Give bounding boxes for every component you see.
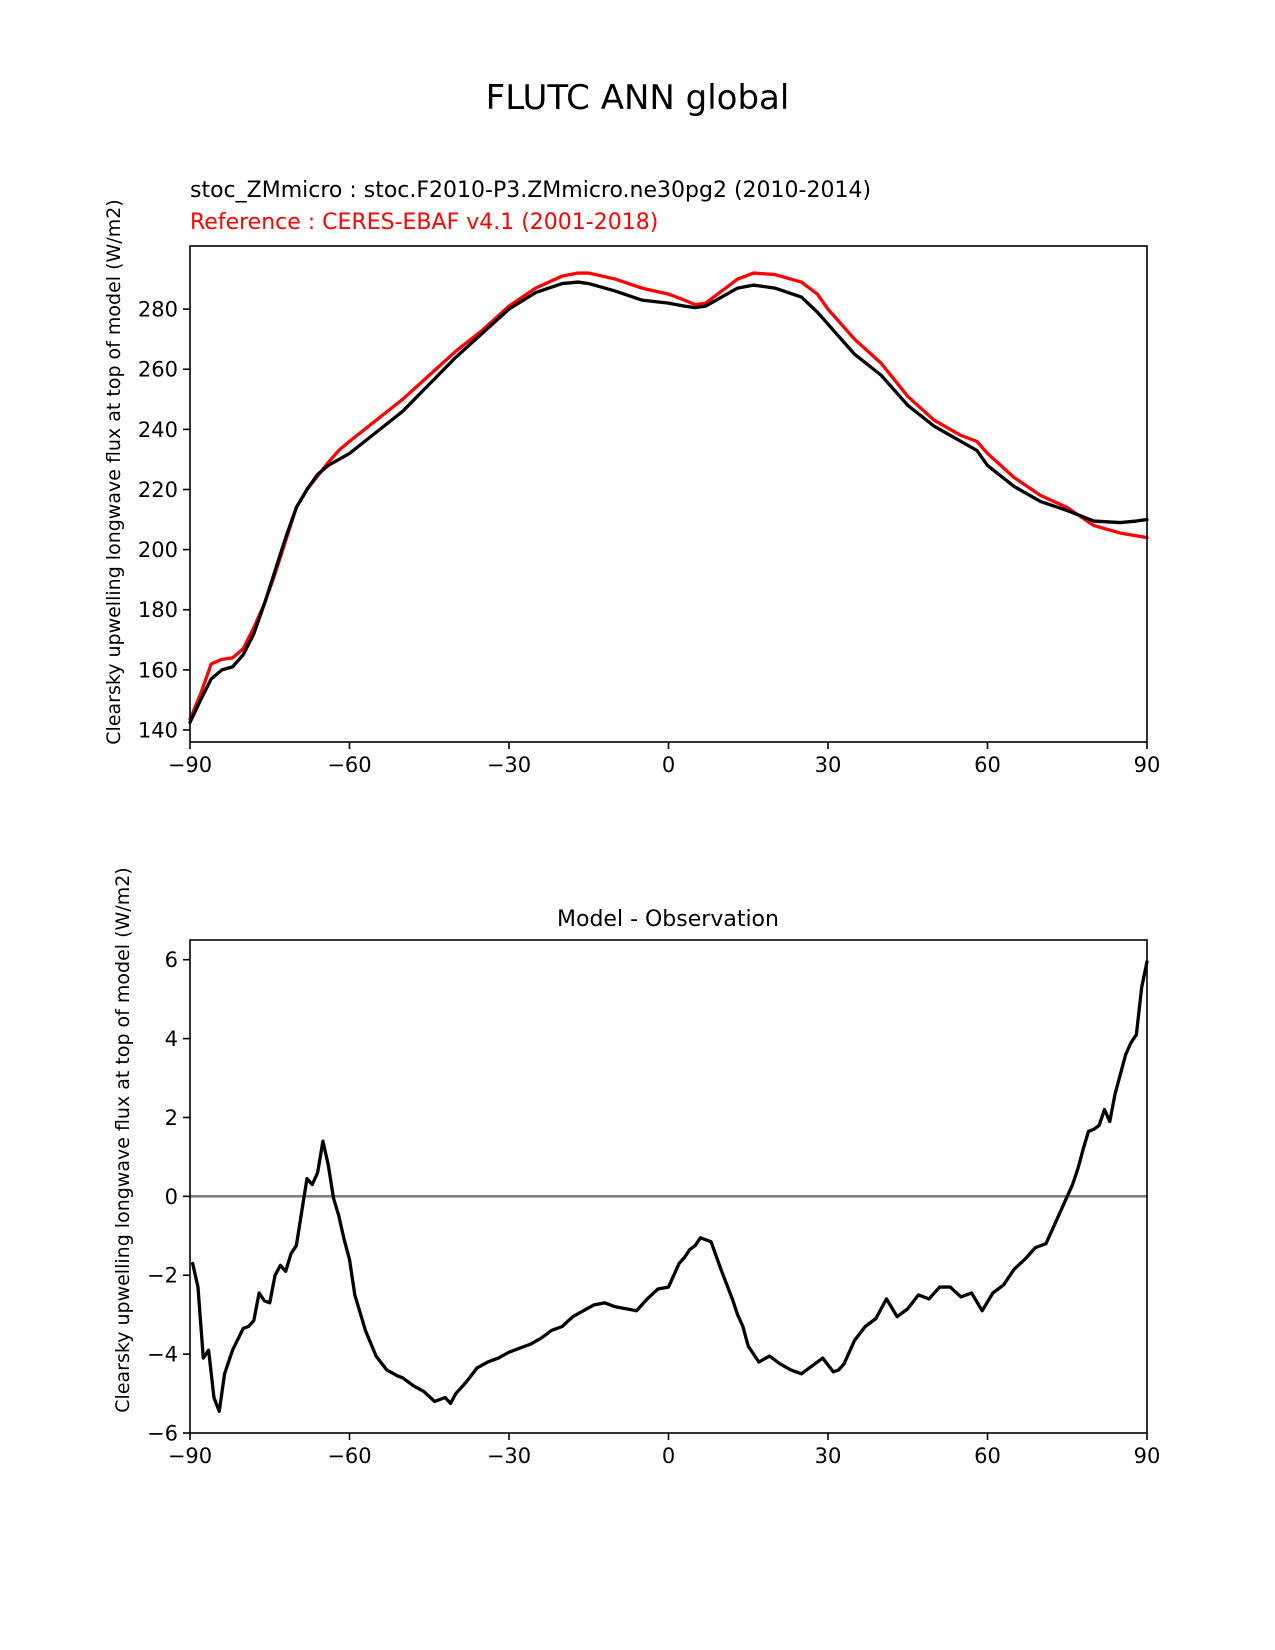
- panel-top-model-title: stoc_ZMmicro : stoc.F2010-P3.ZMmicro.ne3…: [190, 178, 871, 203]
- x-tick-label: −60: [327, 1444, 371, 1468]
- y-tick-label: 4: [165, 1027, 178, 1051]
- series-line-1: [188, 280, 1149, 725]
- y-tick-label: 2: [165, 1106, 178, 1130]
- y-tick-label: 6: [165, 948, 178, 972]
- x-tick-label: −60: [327, 753, 371, 777]
- panel-top-reference-title: Reference : CERES-EBAF v4.1 (2001-2018): [190, 210, 658, 235]
- x-tick-label: −30: [487, 1444, 531, 1468]
- y-tick-label: 220: [138, 478, 178, 502]
- y-tick-label: −4: [147, 1343, 178, 1367]
- series-line-0: [188, 271, 1149, 722]
- panel-bottom-plot-area: −90 −60 −30 0 30 60 90 −6 −4 −2 0 2 4 6: [147, 948, 1160, 1468]
- x-tick-label: 90: [1134, 753, 1161, 777]
- y-tick-label: 200: [138, 538, 178, 562]
- x-tick-label: 60: [974, 1444, 1001, 1468]
- x-tick-label: 60: [974, 753, 1001, 777]
- x-tick-label: 90: [1134, 1444, 1161, 1468]
- x-tick-label: 30: [815, 1444, 842, 1468]
- series-line-0: [191, 960, 1149, 1413]
- y-tick-label: 260: [138, 358, 178, 382]
- panel-top: stoc_ZMmicro : stoc.F2010-P3.ZMmicro.ne3…: [103, 178, 1160, 777]
- y-tick-label: 0: [165, 1185, 178, 1209]
- figure-title: FLUTC ANN global: [486, 78, 790, 118]
- x-tick-label: −90: [168, 1444, 212, 1468]
- y-tick-label: 180: [138, 598, 178, 622]
- x-tick-label: −90: [168, 753, 212, 777]
- y-tick-label: −2: [147, 1264, 178, 1288]
- panel-top-plot-area: −90 −60 −30 0 30 60 90 140 160 180 200 220 240 260 280: [138, 271, 1161, 777]
- x-tick-label: 0: [662, 1444, 675, 1468]
- y-tick-label: 280: [138, 298, 178, 322]
- x-tick-label: 30: [815, 753, 842, 777]
- panel-top-axes-frame: [189, 245, 1148, 743]
- panel-top-ylabel: Clearsky upwelling longwave flux at top …: [103, 199, 125, 744]
- panel-bottom: Model - Observation Clearsky upwelling l…: [112, 867, 1160, 1468]
- panel-bottom-axes-frame: [189, 939, 1148, 1434]
- y-tick-label: −6: [147, 1422, 178, 1446]
- x-tick-label: −30: [487, 753, 531, 777]
- y-tick-label: 160: [138, 658, 178, 682]
- y-tick-label: 240: [138, 418, 178, 442]
- panel-bottom-title: Model - Observation: [557, 907, 779, 932]
- panel-bottom-ylabel: Clearsky upwelling longwave flux at top …: [112, 867, 134, 1412]
- x-tick-label: 0: [662, 753, 675, 777]
- y-tick-label: 140: [138, 718, 178, 742]
